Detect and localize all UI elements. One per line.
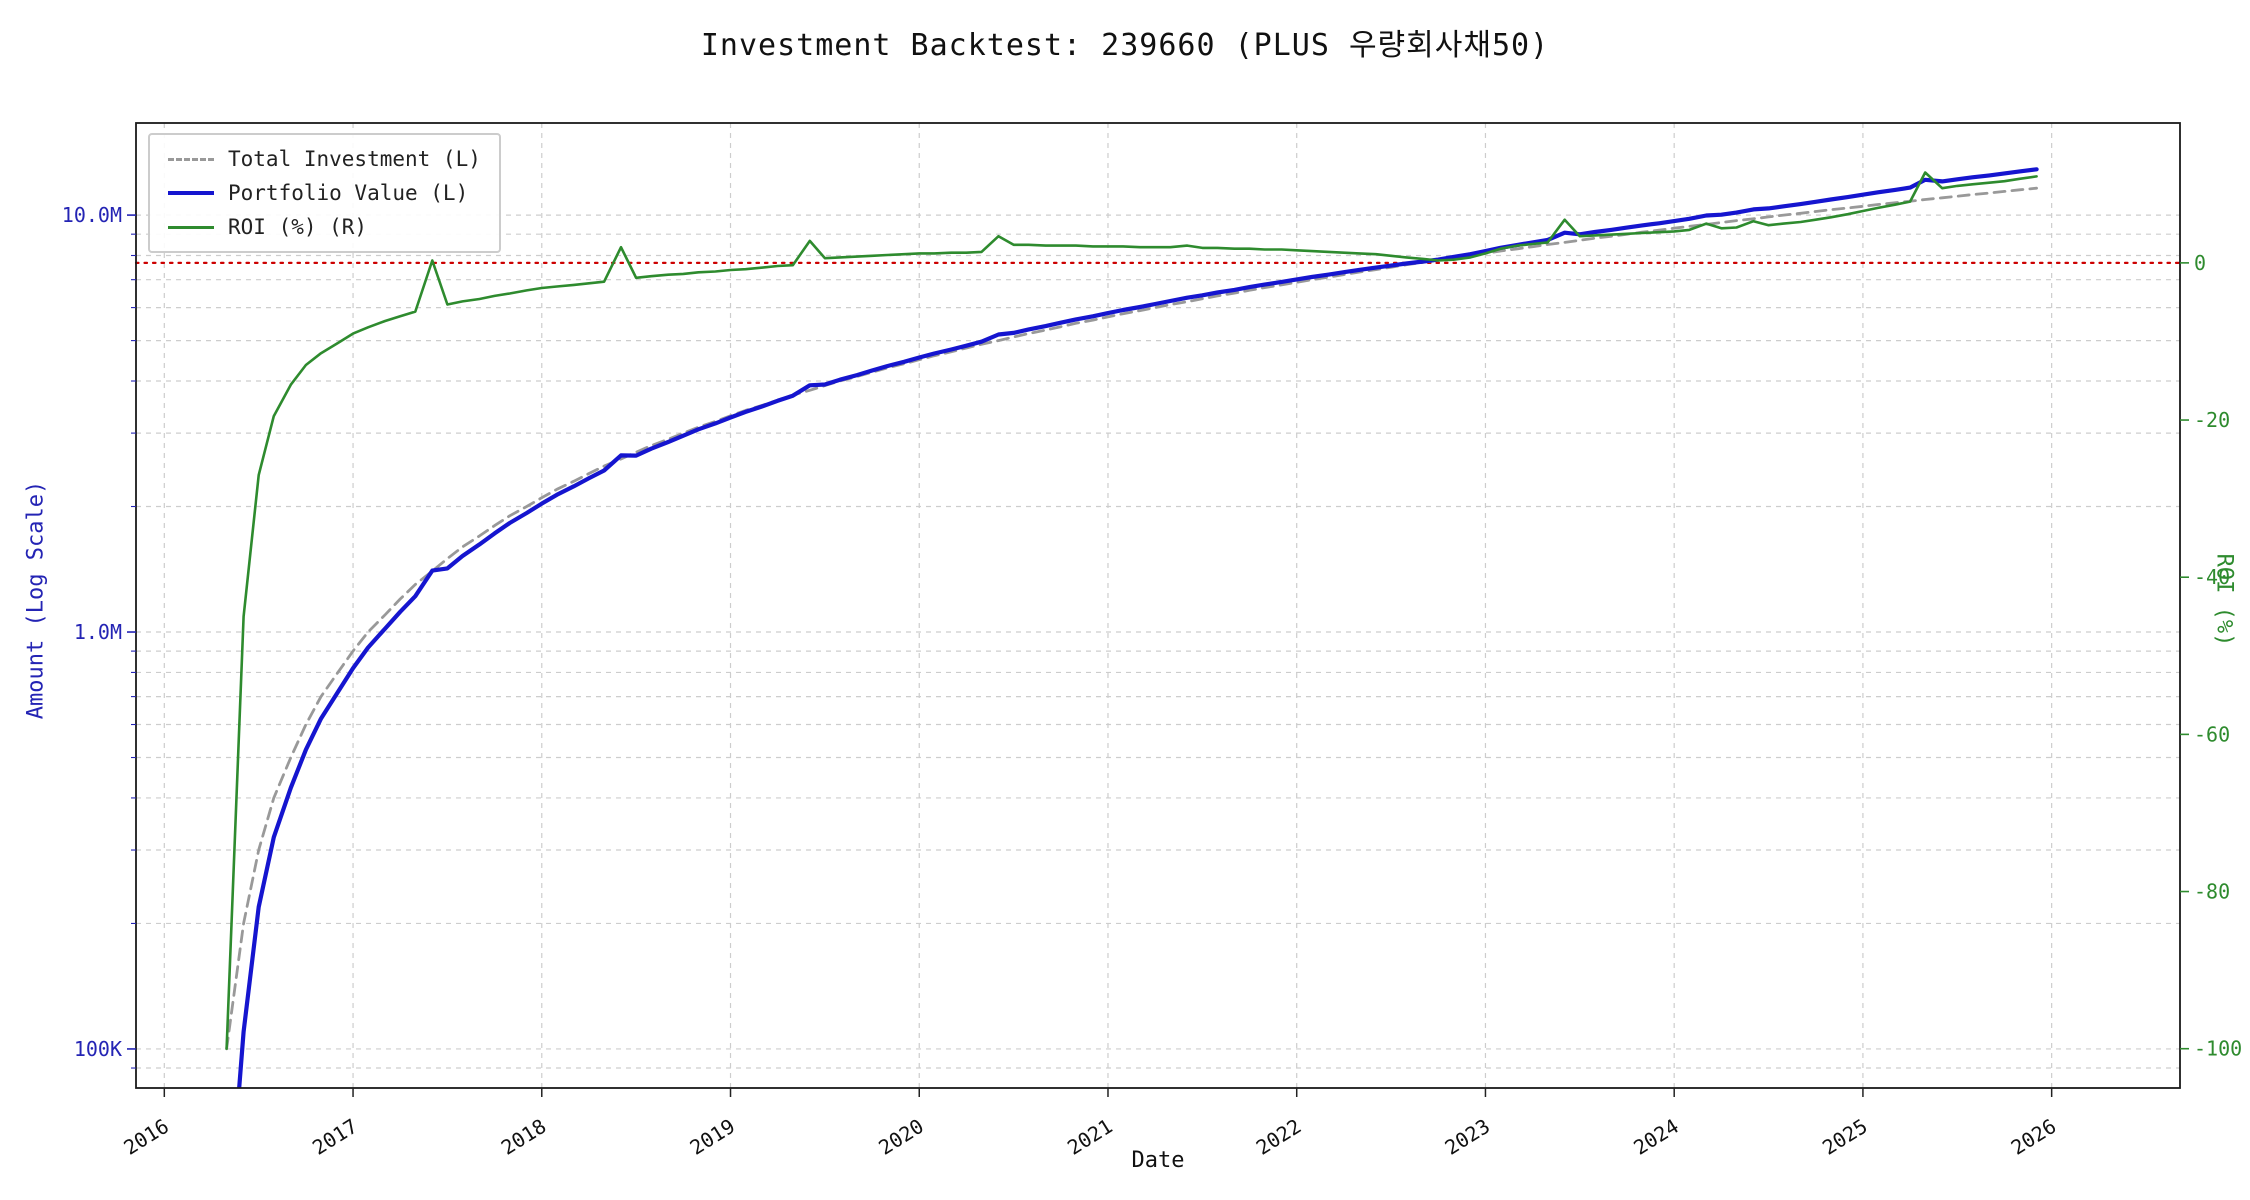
svg-text:-80: -80 bbox=[2194, 880, 2230, 904]
legend: Total Investment (L) Portfolio Value (L)… bbox=[148, 133, 501, 253]
legend-line-sample-portfolio-value bbox=[168, 191, 214, 195]
svg-text:10.0M: 10.0M bbox=[62, 203, 122, 227]
right-y-axis-label: ROI (%) bbox=[2211, 553, 2237, 647]
legend-item-total-investment: Total Investment (L) bbox=[168, 147, 481, 171]
series-line-1 bbox=[237, 167, 2039, 1088]
svg-text:-100: -100 bbox=[2194, 1037, 2242, 1061]
chart-title: Investment Backtest: 239660 (PLUS 우량회사채5… bbox=[700, 28, 1550, 63]
svg-text:0: 0 bbox=[2194, 251, 2206, 275]
series-line-2 bbox=[225, 171, 2038, 1050]
axis-ticks: 2016 2017 2018 2019 2020 2021 2022 2023 2024 2025… bbox=[62, 203, 2242, 1160]
grid bbox=[136, 123, 2180, 1088]
x-axis-label: Date bbox=[1131, 1148, 1185, 1173]
svg-text:100K: 100K bbox=[74, 1037, 122, 1061]
legend-label-portfolio-value: Portfolio Value (L) bbox=[228, 181, 469, 205]
plot-border bbox=[135, 122, 2181, 1089]
legend-label-total-investment: Total Investment (L) bbox=[228, 147, 481, 171]
svg-text:-40: -40 bbox=[2194, 565, 2230, 589]
svg-text:1.0M: 1.0M bbox=[74, 620, 122, 644]
series-line-0 bbox=[225, 186, 2038, 1051]
legend-item-roi: ROI (%) (R) bbox=[168, 215, 481, 239]
legend-label-roi: ROI (%) (R) bbox=[228, 215, 368, 239]
left-y-axis-label: Amount (Log Scale) bbox=[23, 480, 49, 720]
legend-item-portfolio-value: Portfolio Value (L) bbox=[168, 181, 481, 205]
legend-line-sample-total-investment bbox=[168, 157, 214, 161]
svg-text:-20: -20 bbox=[2194, 408, 2230, 432]
legend-line-sample-roi bbox=[168, 225, 214, 229]
svg-text:-60: -60 bbox=[2194, 722, 2230, 746]
